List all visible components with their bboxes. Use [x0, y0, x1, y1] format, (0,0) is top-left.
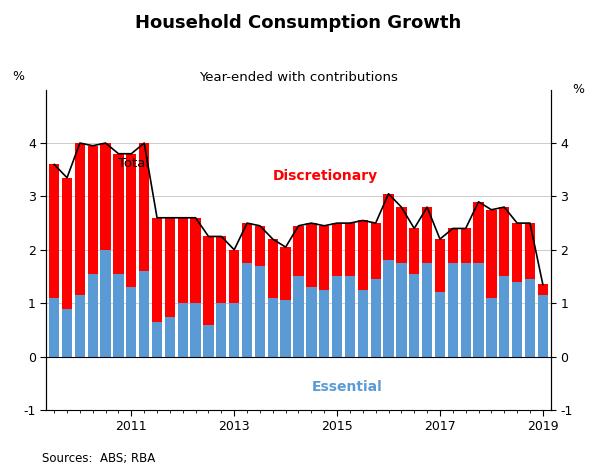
- Bar: [255, 266, 265, 356]
- Bar: [319, 226, 330, 290]
- Bar: [216, 303, 226, 356]
- Bar: [62, 178, 72, 309]
- Bar: [448, 228, 458, 263]
- Y-axis label: %: %: [573, 83, 584, 96]
- Text: Sources:  ABS; RBA: Sources: ABS; RBA: [42, 453, 155, 465]
- Bar: [525, 279, 535, 356]
- Bar: [332, 223, 342, 276]
- Bar: [75, 143, 85, 295]
- Bar: [204, 325, 214, 356]
- Bar: [152, 218, 162, 322]
- Bar: [422, 263, 432, 356]
- Title: Year-ended with contributions: Year-ended with contributions: [199, 71, 398, 85]
- Bar: [216, 236, 226, 303]
- Bar: [473, 263, 484, 356]
- Bar: [499, 207, 509, 276]
- Bar: [396, 207, 407, 263]
- Text: Household Consumption Growth: Household Consumption Growth: [136, 14, 461, 32]
- Bar: [281, 300, 291, 356]
- Bar: [229, 250, 239, 303]
- Bar: [319, 290, 330, 356]
- Bar: [512, 282, 522, 356]
- Bar: [383, 261, 393, 356]
- Bar: [345, 276, 355, 356]
- Bar: [460, 263, 471, 356]
- Bar: [204, 236, 214, 325]
- Text: Discretionary: Discretionary: [273, 170, 378, 184]
- Bar: [126, 287, 137, 356]
- Bar: [512, 223, 522, 282]
- Bar: [88, 146, 98, 274]
- Bar: [409, 274, 419, 356]
- Bar: [267, 298, 278, 356]
- Bar: [358, 290, 368, 356]
- Bar: [371, 223, 381, 279]
- Bar: [448, 263, 458, 356]
- Bar: [139, 143, 149, 271]
- Bar: [242, 263, 252, 356]
- Bar: [75, 295, 85, 356]
- Bar: [281, 247, 291, 300]
- Bar: [100, 143, 111, 250]
- Bar: [113, 154, 124, 274]
- Bar: [113, 274, 124, 356]
- Bar: [178, 303, 188, 356]
- Bar: [525, 223, 535, 279]
- Bar: [100, 250, 111, 356]
- Y-axis label: %: %: [13, 70, 24, 83]
- Bar: [255, 226, 265, 266]
- Bar: [165, 218, 175, 317]
- Bar: [435, 292, 445, 356]
- Bar: [293, 226, 304, 276]
- Text: Essential: Essential: [312, 380, 382, 394]
- Bar: [332, 276, 342, 356]
- Bar: [62, 309, 72, 356]
- Bar: [486, 210, 497, 298]
- Text: Total: Total: [118, 157, 150, 170]
- Bar: [538, 295, 548, 356]
- Bar: [49, 164, 59, 298]
- Bar: [126, 154, 137, 287]
- Bar: [165, 317, 175, 356]
- Bar: [358, 220, 368, 290]
- Bar: [49, 298, 59, 356]
- Bar: [383, 194, 393, 261]
- Bar: [409, 228, 419, 274]
- Bar: [242, 223, 252, 263]
- Bar: [396, 263, 407, 356]
- Bar: [435, 239, 445, 292]
- Bar: [486, 298, 497, 356]
- Bar: [293, 276, 304, 356]
- Bar: [499, 276, 509, 356]
- Bar: [306, 223, 316, 287]
- Bar: [306, 287, 316, 356]
- Bar: [538, 284, 548, 295]
- Bar: [190, 218, 201, 303]
- Bar: [473, 202, 484, 263]
- Bar: [345, 223, 355, 276]
- Bar: [152, 322, 162, 356]
- Bar: [422, 207, 432, 263]
- Bar: [460, 228, 471, 263]
- Bar: [88, 274, 98, 356]
- Bar: [178, 218, 188, 303]
- Bar: [139, 271, 149, 356]
- Bar: [190, 303, 201, 356]
- Bar: [371, 279, 381, 356]
- Bar: [267, 239, 278, 298]
- Bar: [229, 303, 239, 356]
